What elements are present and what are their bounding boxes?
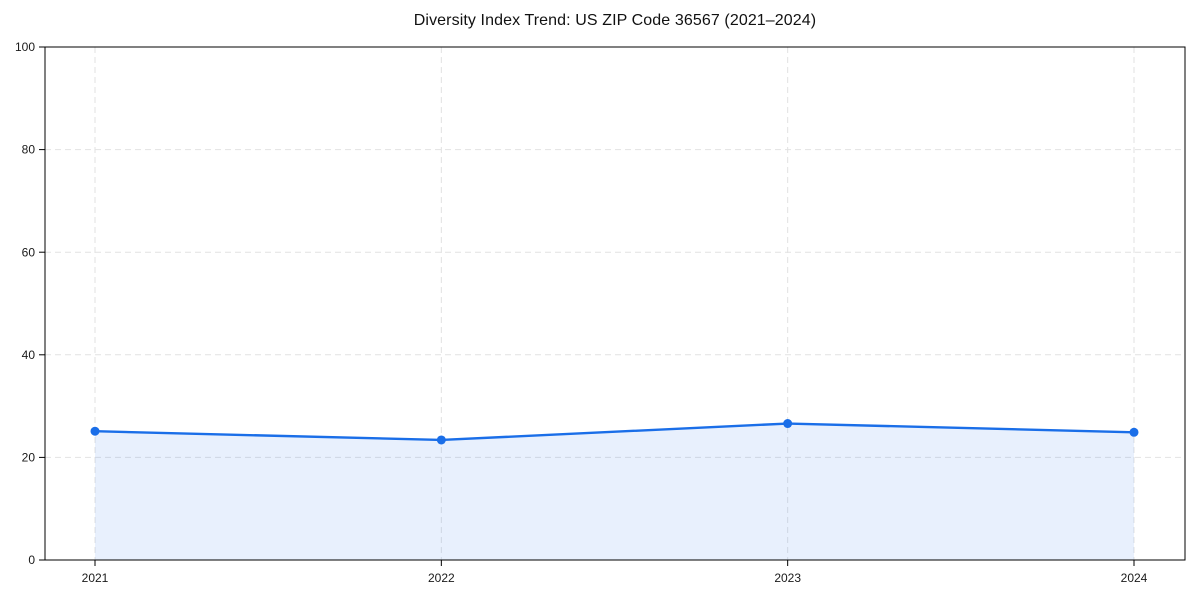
x-tick-label: 2023	[774, 571, 801, 585]
area-fill	[95, 423, 1134, 560]
x-tick-label: 2024	[1121, 571, 1148, 585]
y-tick-label: 60	[22, 245, 36, 259]
y-tick-label: 20	[22, 450, 36, 464]
x-tick-label: 2021	[82, 571, 109, 585]
y-tick-label: 40	[22, 348, 36, 362]
y-tick-label: 100	[15, 40, 35, 54]
x-tick-label: 2022	[428, 571, 455, 585]
trend-line	[93, 422, 1136, 442]
data-point-marker	[436, 435, 446, 445]
y-tick-label: 0	[28, 553, 35, 567]
data-point-marker	[90, 426, 100, 436]
data-point-marker	[1129, 427, 1139, 437]
plot-border	[44, 46, 1186, 561]
chart-title: Diversity Index Trend: US ZIP Code 36567…	[413, 12, 817, 29]
data-point-marker	[783, 419, 793, 429]
y-tick-label: 80	[22, 143, 36, 157]
